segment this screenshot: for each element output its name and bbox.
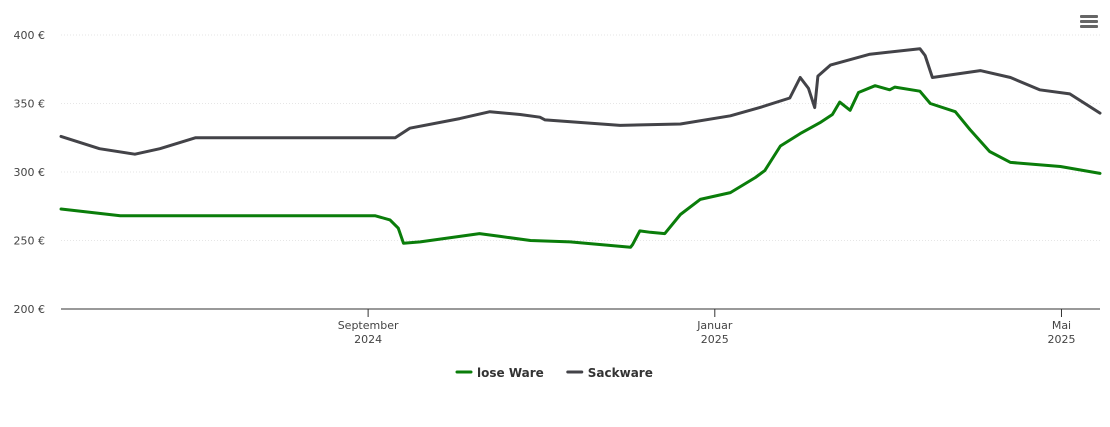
y-tick-label: 200 € <box>14 303 46 316</box>
x-tick-label: Januar 2025 <box>696 319 733 346</box>
legend-label: lose Ware <box>477 366 544 380</box>
y-tick-label: 400 € <box>14 29 46 42</box>
y-tick-label: 250 € <box>14 235 46 248</box>
legend-label: Sackware <box>588 366 653 380</box>
y-tick-label: 300 € <box>14 166 46 179</box>
line <box>59 84 1102 249</box>
line <box>59 47 1102 156</box>
menu-bar <box>1080 15 1098 18</box>
x-tick-label: Mai 2025 <box>1047 319 1075 346</box>
y-tick-label: 350 € <box>14 98 46 111</box>
menu-bar <box>1080 25 1098 28</box>
legend-item[interactable]: lose Ware <box>455 366 544 380</box>
menu-bar <box>1080 20 1098 23</box>
x-tick-label: September 2024 <box>338 319 399 346</box>
legend-item[interactable]: Sackware <box>566 366 653 380</box>
menu-icon[interactable] <box>1080 15 1098 28</box>
